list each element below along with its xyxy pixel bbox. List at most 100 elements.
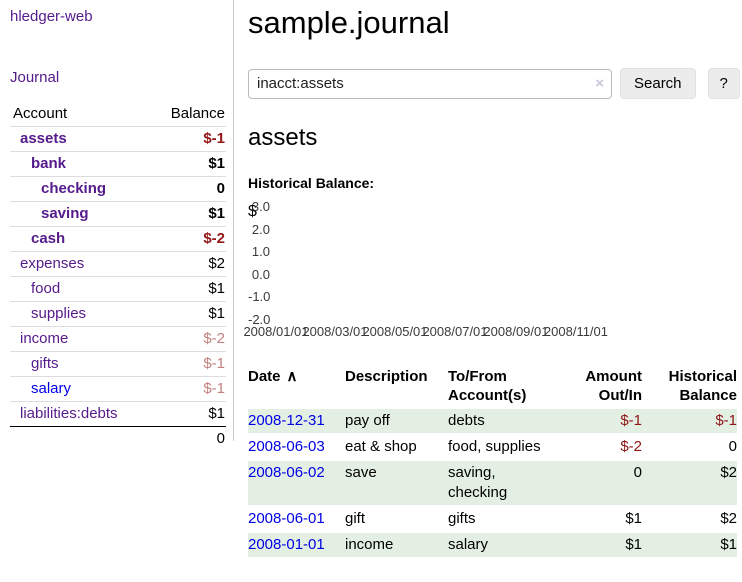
register-accounts: food, supplies <box>448 438 541 455</box>
help-button[interactable]: ? <box>707 68 740 99</box>
accounts-header-account: Account <box>13 105 68 122</box>
account-balance: $1 <box>150 151 226 177</box>
account-balance: $-1 <box>150 376 226 402</box>
account-cell: gifts <box>10 351 151 377</box>
register-balance: 0 <box>728 438 737 455</box>
y-axis-tick: -1.0 <box>248 289 271 305</box>
account-row: cash $-2 <box>10 226 226 252</box>
account-cell: expenses <box>10 251 151 277</box>
register-amount: $-2 <box>620 438 642 455</box>
account-row: gifts $-1 <box>10 351 226 377</box>
x-axis-tick: 2008/03/01 <box>302 324 368 339</box>
account-balance: $-1 <box>150 351 226 377</box>
accounts-total-value: 0 <box>150 426 226 451</box>
register-description: pay off <box>345 409 448 433</box>
account-row: assets $-1 <box>10 126 226 152</box>
account-cell: liabilities:debts <box>10 401 151 427</box>
sidebar-item-journal[interactable]: Journal <box>10 69 60 86</box>
register-balance: $1 <box>642 533 737 557</box>
legend-swatch: $ <box>248 203 257 220</box>
y-axis-tick: 1.0 <box>251 244 270 260</box>
brand-link[interactable]: hledger-web <box>10 8 93 25</box>
register-row: 2008-01-01 income salary $1 $1 <box>248 533 737 557</box>
account-link-food[interactable]: food <box>31 280 61 297</box>
register-row: 2008-12-31 pay off debts $-1 $-1 <box>248 409 737 433</box>
account-row: salary $-1 <box>10 376 226 402</box>
register-row: 2008-06-02 save saving, checking 0 $2 <box>248 461 737 505</box>
header-accounts: To/From Account(s) <box>448 368 527 404</box>
header-date[interactable]: Date ∧ <box>248 368 298 385</box>
account-link-saving[interactable]: saving <box>41 205 89 222</box>
register-accounts: saving, checking <box>448 461 552 505</box>
register-amount: $-1 <box>552 409 642 433</box>
account-cell: bank <box>10 151 151 177</box>
header-amount: Amount Out/In <box>585 368 642 404</box>
search-input[interactable] <box>248 68 612 99</box>
account-link-checking[interactable]: checking <box>41 180 107 197</box>
date-link[interactable]: 2008-06-02 <box>248 464 325 481</box>
register-description: gift <box>345 510 366 527</box>
account-link-income[interactable]: income <box>20 330 69 347</box>
sidebar: hledger-web Journal Account Balance asse… <box>0 0 233 582</box>
account-row: saving $1 <box>10 201 226 227</box>
account-balance: $1 <box>150 401 226 427</box>
header-balance: Historical Balance <box>668 368 737 404</box>
accounts-total-spacer <box>10 426 151 451</box>
register-amount: $1 <box>552 533 642 557</box>
register-balance: $2 <box>642 461 737 505</box>
register-amount: 0 <box>552 461 642 505</box>
register-date: 2008-06-02 <box>248 461 345 505</box>
register-date: 2008-12-31 <box>248 409 345 433</box>
page-title: sample.journal <box>248 5 450 40</box>
account-balance: 0 <box>150 176 226 202</box>
account-balance: $-2 <box>150 226 226 252</box>
register-date: 2008-06-03 <box>248 435 345 459</box>
accounts-total-row: 0 <box>10 426 226 451</box>
clear-search-icon[interactable]: × <box>595 74 604 92</box>
date-link[interactable]: 2008-06-01 <box>248 510 325 527</box>
account-link-bank[interactable]: bank <box>31 155 67 172</box>
account-cell: supplies <box>10 301 151 327</box>
account-link-liabilities-debts[interactable]: liabilities:debts <box>20 405 118 422</box>
account-cell: income <box>10 326 151 352</box>
account-row: liabilities:debts $1 <box>10 401 226 427</box>
chart-svg: $ <box>248 203 257 221</box>
balance-chart: $3.0 2.0 1.0 0.0 -1.0 -2.0 2008/01/01 2008/03/0… <box>243 199 668 343</box>
account-cell: checking <box>10 176 151 202</box>
account-heading: assets <box>248 124 318 151</box>
x-axis-tick: 2008/07/01 <box>422 324 488 339</box>
x-axis-tick: 2008/09/01 <box>483 324 549 339</box>
account-link-salary[interactable]: salary <box>31 380 72 397</box>
accounts-header-balance: Balance <box>170 105 225 122</box>
account-balance: $1 <box>150 276 226 302</box>
search-box: × <box>248 68 612 99</box>
register-accounts: debts <box>448 409 552 433</box>
account-link-cash[interactable]: cash <box>31 230 66 247</box>
register-accounts: gifts <box>448 510 476 527</box>
account-row: bank $1 <box>10 151 226 177</box>
date-link[interactable]: 2008-06-03 <box>248 438 325 455</box>
account-row: checking 0 <box>10 176 226 202</box>
date-link[interactable]: 2008-01-01 <box>248 536 325 553</box>
register-date: 2008-06-01 <box>248 507 345 531</box>
account-balance: $1 <box>150 201 226 227</box>
x-axis-tick: 2008/05/01 <box>362 324 428 339</box>
account-link-expenses[interactable]: expenses <box>20 255 85 272</box>
register-table: Date ∧ Description To/From Account(s) Amount… <box>248 363 737 559</box>
y-axis-tick: -2.0 <box>248 312 271 327</box>
register-description: save <box>345 461 448 505</box>
search-form: × Search ? <box>248 68 740 99</box>
register-amount: $1 <box>625 510 642 527</box>
register-description: income <box>345 533 448 557</box>
register-balance: $2 <box>720 510 737 527</box>
date-link[interactable]: 2008-12-31 <box>248 412 325 429</box>
account-link-gifts[interactable]: gifts <box>31 355 59 372</box>
main-content: sample.journal × Search ? assets Histori… <box>243 0 740 582</box>
account-link-supplies[interactable]: supplies <box>31 305 87 322</box>
header-description: Description <box>345 368 428 385</box>
account-cell: cash <box>10 226 151 252</box>
account-cell: food <box>10 276 151 302</box>
search-button[interactable]: Search <box>620 68 696 99</box>
account-row: expenses $2 <box>10 251 226 277</box>
account-link-assets[interactable]: assets <box>20 130 67 147</box>
